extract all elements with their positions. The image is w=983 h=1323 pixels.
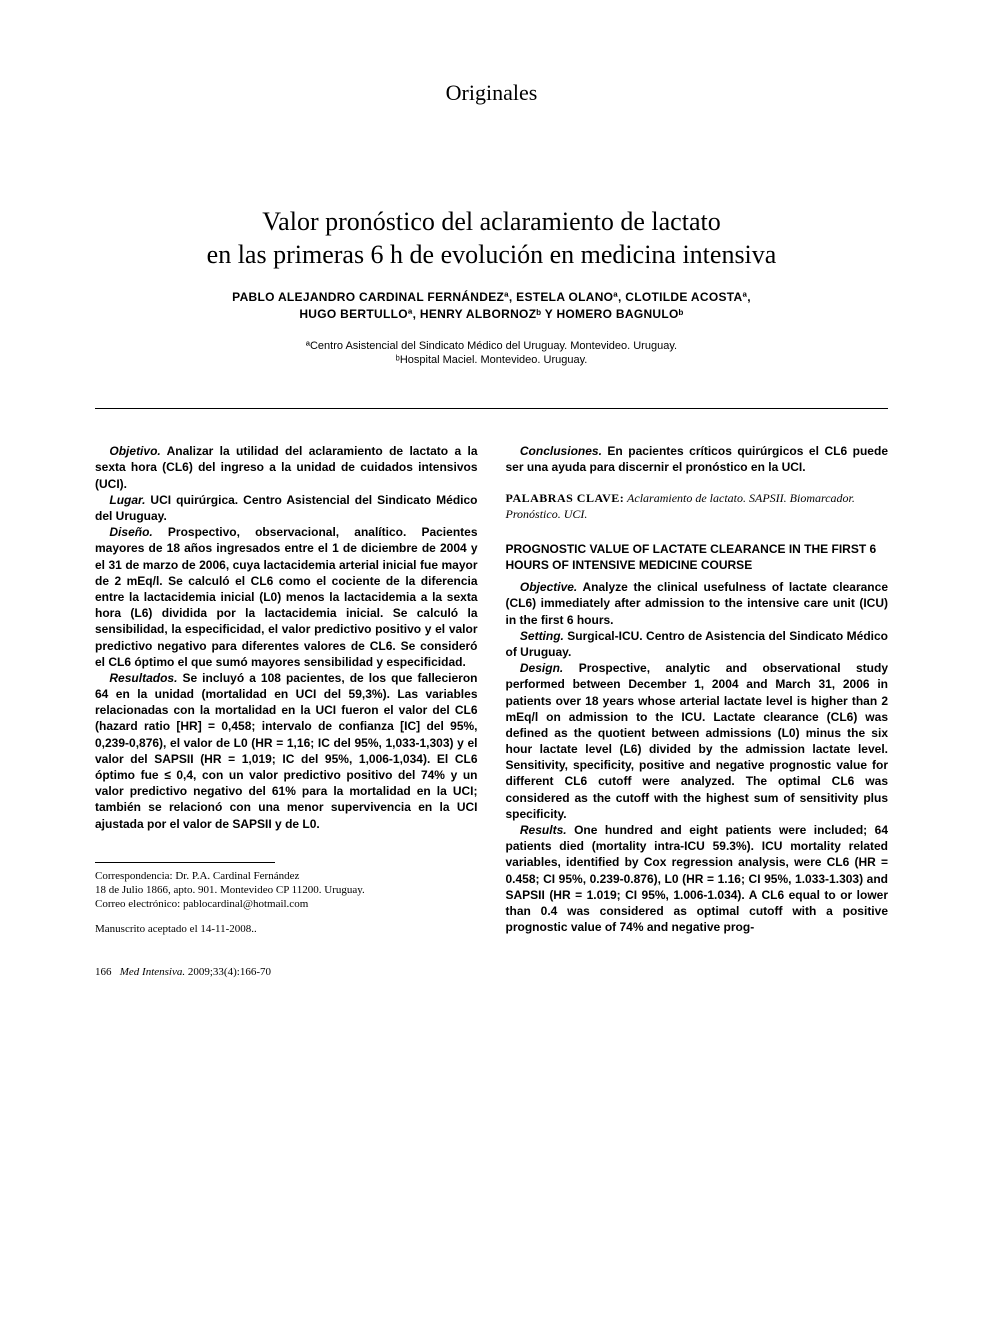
label-diseno: Diseño. xyxy=(109,525,152,539)
title-line-2: en las primeras 6 h de evolución en medi… xyxy=(207,240,777,269)
manuscript-date: Manuscrito aceptado el 14-11-2008.. xyxy=(95,922,478,937)
authors-line-1: PABLO ALEJANDRO CARDINAL FERNÁNDEZª, EST… xyxy=(232,290,751,304)
spanish-abstract: Objetivo. Analizar la utilidad del aclar… xyxy=(95,443,478,832)
text-diseno: Prospectivo, observacional, analítico. P… xyxy=(95,525,478,669)
text-resultados: Se incluyó a 108 pacientes, de los que f… xyxy=(95,671,478,831)
section-label: Originales xyxy=(95,80,888,106)
label-conclusiones: Conclusiones. xyxy=(520,444,602,458)
corr-line-2: 18 de Julio 1866, apto. 901. Montevideo … xyxy=(95,883,478,897)
abs-setting: Setting. Surgical-ICU. Centro de Asisten… xyxy=(506,628,889,660)
label-objetivo: Objetivo. xyxy=(109,444,160,458)
text-lugar: UCI quirúrgica. Centro Asistencial del S… xyxy=(95,493,478,523)
abs-design: Design. Prospective, analytic and observ… xyxy=(506,660,889,822)
text-design: Prospective, analytic and observational … xyxy=(506,661,889,821)
corr-line-1: Correspondencia: Dr. P.A. Cardinal Ferná… xyxy=(95,869,478,883)
correspondence-block: Correspondencia: Dr. P.A. Cardinal Ferná… xyxy=(95,869,478,912)
page-footer: 166 Med Intensiva. 2009;33(4):166-70 xyxy=(95,965,478,980)
page-number: 166 xyxy=(95,966,112,978)
abs-results: Results. One hundred and eight patients … xyxy=(506,822,889,935)
affiliation-a: ªCentro Asistencial del Sindicato Médico… xyxy=(306,340,677,352)
title-line-1: Valor pronóstico del aclaramiento de lac… xyxy=(262,207,720,236)
right-column: Conclusiones. En pacientes críticos quir… xyxy=(506,443,889,979)
keywords: PALABRAS CLAVE: Aclaramiento de lactato.… xyxy=(506,490,889,522)
affiliation-b: ᵇHospital Maciel. Montevideo. Uruguay. xyxy=(396,354,588,366)
label-objective: Objective. xyxy=(520,580,577,594)
abs-diseno: Diseño. Prospectivo, observacional, anal… xyxy=(95,524,478,670)
label-setting: Setting. xyxy=(520,629,564,643)
authors-line-2: HUGO BERTULLOª, HENRY ALBORNOZᵇ Y HOMERO… xyxy=(299,307,683,321)
abs-conclusiones: Conclusiones. En pacientes críticos quir… xyxy=(506,443,889,475)
label-design: Design. xyxy=(520,661,563,675)
keywords-label: PALABRAS CLAVE: xyxy=(506,491,625,505)
footnote-divider xyxy=(95,862,275,863)
divider-top xyxy=(95,408,888,409)
english-title: PROGNOSTIC VALUE OF LACTATE CLEARANCE IN… xyxy=(506,542,889,573)
abs-objetivo: Objetivo. Analizar la utilidad del aclar… xyxy=(95,443,478,492)
text-results: One hundred and eight patients were incl… xyxy=(506,823,889,934)
label-resultados: Resultados. xyxy=(109,671,177,685)
journal-name: Med Intensiva. xyxy=(120,966,185,978)
abs-objective: Objective. Analyze the clinical usefulne… xyxy=(506,579,889,628)
corr-line-3: Correo electrónico: pablocardinal@hotmai… xyxy=(95,897,478,911)
left-column: Objetivo. Analizar la utilidad del aclar… xyxy=(95,443,478,979)
affiliations: ªCentro Asistencial del Sindicato Médico… xyxy=(95,339,888,369)
citation: 2009;33(4):166-70 xyxy=(185,966,271,978)
authors: PABLO ALEJANDRO CARDINAL FERNÁNDEZª, EST… xyxy=(95,289,888,323)
spanish-conclusions: Conclusiones. En pacientes críticos quir… xyxy=(506,443,889,475)
label-results: Results. xyxy=(520,823,567,837)
abs-resultados: Resultados. Se incluyó a 108 pacientes, … xyxy=(95,670,478,832)
label-lugar: Lugar. xyxy=(109,493,145,507)
abs-lugar: Lugar. UCI quirúrgica. Centro Asistencia… xyxy=(95,492,478,524)
article-title: Valor pronóstico del aclaramiento de lac… xyxy=(95,206,888,271)
english-abstract: Objective. Analyze the clinical usefulne… xyxy=(506,579,889,935)
two-column-layout: Objetivo. Analizar la utilidad del aclar… xyxy=(95,443,888,979)
